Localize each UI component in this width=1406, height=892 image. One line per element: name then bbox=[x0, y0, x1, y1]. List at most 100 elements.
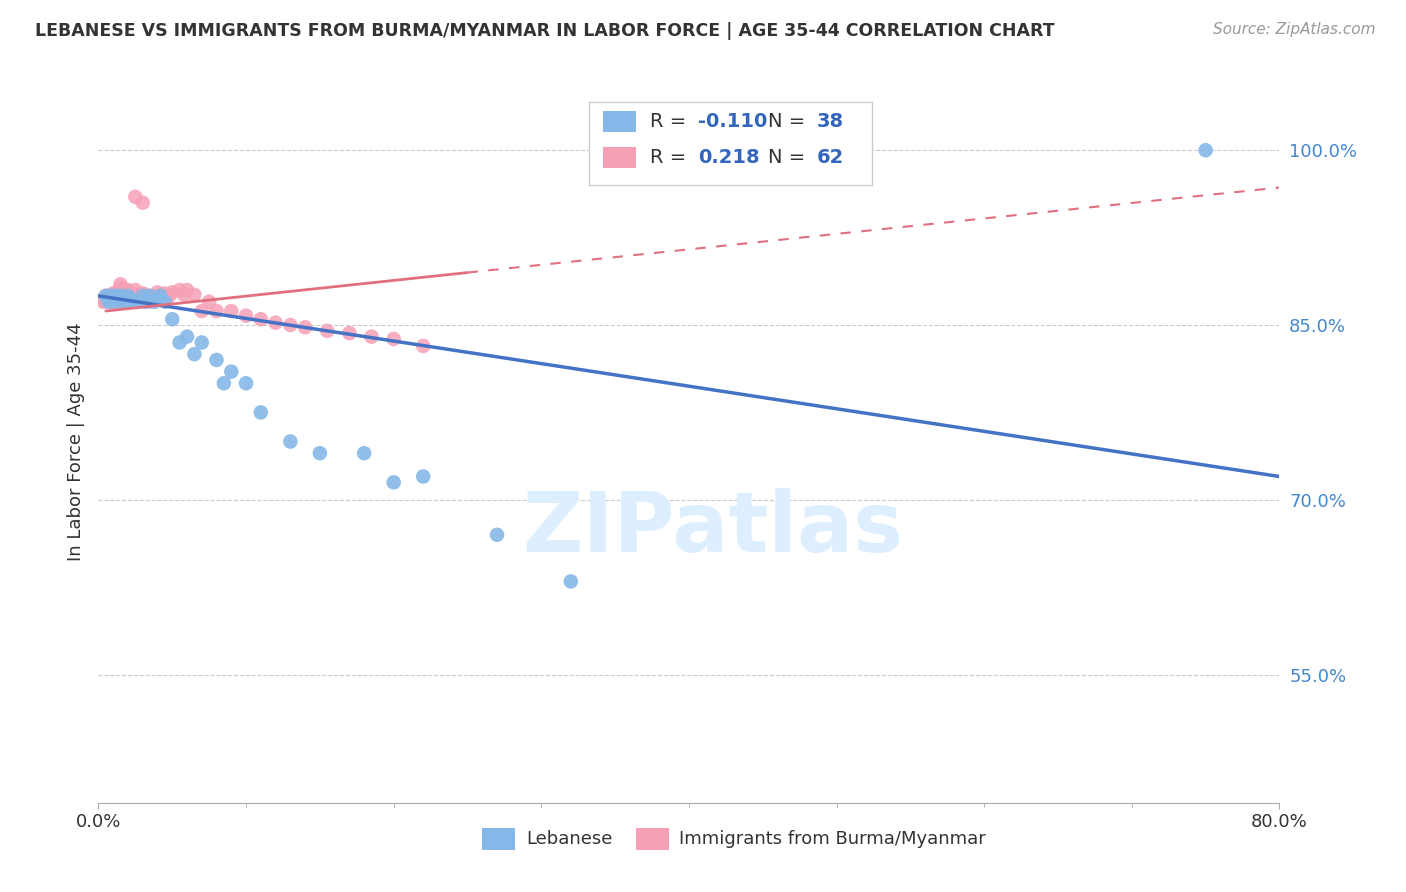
Point bbox=[132, 286, 155, 301]
Point bbox=[139, 294, 162, 309]
Point bbox=[121, 293, 143, 307]
Point bbox=[235, 376, 257, 391]
Point bbox=[560, 574, 582, 589]
Bar bbox=[603, 111, 636, 132]
Bar bbox=[603, 147, 636, 169]
Point bbox=[212, 376, 235, 391]
Point bbox=[353, 446, 375, 460]
Point bbox=[205, 353, 228, 368]
Point bbox=[103, 293, 125, 307]
Point bbox=[122, 287, 145, 301]
Point bbox=[105, 285, 128, 300]
Text: N =: N = bbox=[768, 148, 811, 167]
Point bbox=[103, 289, 125, 303]
Point bbox=[120, 293, 142, 307]
Point bbox=[412, 339, 434, 353]
Point bbox=[110, 283, 132, 297]
Point bbox=[107, 289, 129, 303]
Y-axis label: In Labor Force | Age 35-44: In Labor Force | Age 35-44 bbox=[66, 322, 84, 561]
Text: 38: 38 bbox=[817, 112, 844, 131]
Point bbox=[139, 289, 162, 303]
Point bbox=[111, 294, 134, 309]
Bar bbox=[589, 102, 872, 185]
Point bbox=[280, 434, 302, 449]
Point bbox=[143, 289, 166, 303]
Point bbox=[107, 289, 129, 303]
Point bbox=[162, 285, 183, 300]
Point bbox=[110, 281, 132, 295]
Point bbox=[316, 324, 339, 338]
Point bbox=[110, 277, 132, 292]
Point bbox=[153, 286, 176, 301]
Point bbox=[143, 294, 166, 309]
Point bbox=[105, 294, 128, 309]
Point bbox=[100, 293, 122, 307]
Point bbox=[198, 294, 221, 309]
Bar bbox=[636, 828, 669, 850]
Point bbox=[173, 287, 195, 301]
Point bbox=[117, 283, 139, 297]
Bar bbox=[482, 828, 516, 850]
Text: ZIPatlas: ZIPatlas bbox=[522, 488, 903, 569]
Point bbox=[176, 329, 198, 343]
Point bbox=[94, 294, 117, 309]
Point bbox=[112, 289, 135, 303]
Point bbox=[382, 475, 405, 490]
Point bbox=[97, 293, 120, 307]
Point bbox=[486, 528, 509, 542]
Point bbox=[124, 294, 146, 309]
Point bbox=[114, 294, 136, 309]
Text: R =: R = bbox=[650, 148, 693, 167]
Point bbox=[146, 293, 169, 307]
Point bbox=[98, 289, 121, 303]
Point bbox=[191, 335, 214, 350]
Point bbox=[412, 469, 434, 483]
Point bbox=[98, 289, 121, 303]
Point bbox=[149, 287, 172, 301]
Text: Source: ZipAtlas.com: Source: ZipAtlas.com bbox=[1212, 22, 1375, 37]
Point bbox=[104, 294, 127, 309]
Point bbox=[191, 304, 214, 318]
Point bbox=[124, 283, 146, 297]
Point bbox=[149, 289, 172, 303]
Point bbox=[1195, 143, 1218, 157]
Point bbox=[309, 446, 332, 460]
Point bbox=[110, 289, 132, 303]
Point bbox=[169, 283, 191, 297]
Point bbox=[221, 304, 243, 318]
Point bbox=[125, 289, 148, 303]
Point bbox=[108, 283, 131, 297]
Point bbox=[120, 289, 142, 303]
Point bbox=[132, 195, 155, 210]
Point bbox=[93, 293, 115, 307]
Point bbox=[235, 309, 257, 323]
Point bbox=[114, 283, 136, 297]
Point bbox=[294, 320, 316, 334]
Point bbox=[382, 332, 405, 346]
Point bbox=[97, 294, 120, 309]
Point bbox=[280, 318, 302, 332]
Point bbox=[96, 289, 118, 303]
Point bbox=[153, 294, 176, 309]
Point bbox=[124, 190, 146, 204]
Point bbox=[169, 335, 191, 350]
Point bbox=[183, 347, 205, 361]
Point bbox=[117, 289, 139, 303]
Point bbox=[221, 365, 243, 379]
Point bbox=[98, 294, 121, 309]
Point bbox=[100, 294, 122, 309]
Text: 0.218: 0.218 bbox=[699, 148, 761, 167]
Text: -0.110: -0.110 bbox=[699, 112, 768, 131]
Point bbox=[94, 289, 117, 303]
Text: N =: N = bbox=[768, 112, 811, 131]
Point bbox=[146, 285, 169, 300]
Point bbox=[91, 294, 114, 309]
Point bbox=[94, 289, 117, 303]
Point bbox=[117, 293, 139, 307]
Point bbox=[205, 304, 228, 318]
Point bbox=[339, 326, 361, 341]
Text: Lebanese: Lebanese bbox=[526, 830, 613, 848]
Point bbox=[110, 289, 132, 303]
Point bbox=[128, 293, 150, 307]
Text: R =: R = bbox=[650, 112, 693, 131]
